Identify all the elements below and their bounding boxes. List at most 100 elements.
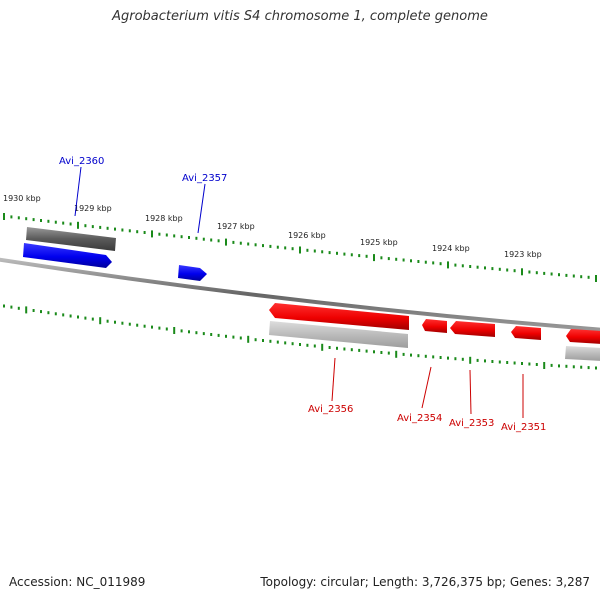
minor-tick [143, 324, 146, 328]
gene-label-avi-2354[interactable]: Avi_2354 [397, 413, 442, 424]
minor-tick [565, 364, 568, 368]
minor-tick [121, 228, 124, 232]
minor-tick [195, 236, 198, 240]
accession-text: Accession: NC_011989 [9, 575, 146, 589]
minor-tick [232, 335, 235, 339]
minor-tick [77, 315, 79, 319]
minor-tick [491, 267, 494, 271]
minor-tick [121, 321, 124, 325]
gene-label-avi-2356[interactable]: Avi_2356 [308, 404, 353, 415]
gene-label-avi-2360[interactable]: Avi_2360 [59, 156, 104, 167]
gene-arrow-avi-2353[interactable] [450, 321, 495, 337]
minor-tick [424, 354, 427, 358]
minor-tick [62, 313, 65, 317]
gene-arrow-avi-2357[interactable] [178, 265, 207, 281]
minor-tick [380, 351, 383, 354]
leader-line-avi-2356 [331, 357, 336, 402]
tick-label: 1928 kbp [145, 214, 183, 223]
gene-label-avi-2351[interactable]: Avi_2351 [501, 422, 546, 433]
minor-tick [47, 311, 50, 315]
gene-arrow-partial[interactable] [566, 329, 600, 344]
minor-tick [40, 219, 42, 222]
gene-shadow-bar[interactable] [26, 227, 116, 251]
minor-tick [595, 366, 597, 370]
minor-tick [432, 355, 435, 359]
minor-tick [276, 245, 279, 249]
minor-tick [188, 236, 190, 239]
tick-label: 1930 kbp [3, 194, 41, 203]
minor-tick [284, 341, 287, 345]
minor-tick [424, 260, 427, 264]
minor-tick [417, 354, 420, 358]
gene-arrow-avi-2351[interactable] [511, 326, 541, 340]
minor-tick [336, 251, 338, 255]
tick-label: 1925 kbp [360, 238, 398, 247]
minor-tick [91, 225, 94, 229]
major-tick [3, 213, 5, 220]
minor-tick [32, 309, 35, 312]
minor-tick [454, 357, 457, 361]
major-tick [321, 343, 324, 351]
gene-arrow-avi-2356[interactable] [269, 303, 409, 330]
minor-tick [210, 238, 213, 242]
minor-tick [306, 343, 309, 347]
minor-tick [136, 230, 139, 234]
minor-tick [402, 258, 405, 262]
minor-tick [439, 356, 442, 359]
minor-tick [580, 365, 583, 369]
minor-tick [350, 253, 353, 257]
gene-shadow-bar[interactable] [565, 346, 600, 361]
reverse-strand-features [269, 303, 600, 361]
minor-tick [158, 326, 161, 330]
minor-tick [469, 265, 472, 268]
major-tick [247, 335, 250, 343]
minor-tick [217, 333, 220, 337]
minor-tick [521, 362, 523, 365]
gene-label-avi-2357[interactable]: Avi_2357 [182, 173, 227, 184]
minor-tick [365, 349, 368, 353]
minor-tick [558, 364, 560, 368]
gene-label-avi-2353[interactable]: Avi_2353 [449, 418, 494, 429]
tick-label: 1927 kbp [217, 222, 255, 231]
minor-tick [402, 352, 405, 356]
minor-tick [3, 304, 5, 308]
label-leaders [74, 166, 524, 418]
gene-shadow-bar[interactable] [269, 321, 408, 348]
minor-tick [17, 306, 20, 310]
minor-tick [336, 346, 338, 350]
minor-tick [491, 360, 494, 363]
minor-tick [395, 257, 398, 261]
gene-arrow-avi-2360[interactable] [23, 243, 112, 268]
minor-tick [565, 273, 568, 277]
minor-tick [587, 275, 590, 279]
minor-tick [454, 263, 457, 267]
minor-tick [306, 248, 309, 252]
minor-tick [254, 243, 257, 247]
minor-tick [262, 244, 264, 248]
minor-tick [572, 274, 575, 278]
minor-tick [10, 305, 13, 309]
minor-tick [210, 333, 213, 336]
minor-tick [269, 244, 272, 248]
major-tick [543, 362, 546, 369]
minor-tick [106, 226, 109, 230]
minor-tick [328, 251, 331, 255]
minor-tick [484, 359, 486, 363]
gene-arrow-avi-2354[interactable] [422, 319, 447, 333]
minor-tick [498, 267, 501, 271]
minor-tick [284, 246, 287, 250]
major-tick [77, 221, 79, 229]
minor-tick [106, 319, 109, 323]
minor-tick [506, 361, 509, 364]
minor-tick [180, 235, 183, 239]
tick-label: 1923 kbp [504, 250, 542, 259]
minor-tick [114, 227, 116, 231]
leader-line-avi-2353 [469, 369, 472, 415]
minor-tick [188, 330, 190, 334]
minor-tick [91, 317, 94, 321]
major-tick [521, 268, 523, 276]
minor-tick [461, 357, 464, 361]
minor-tick [202, 332, 205, 336]
